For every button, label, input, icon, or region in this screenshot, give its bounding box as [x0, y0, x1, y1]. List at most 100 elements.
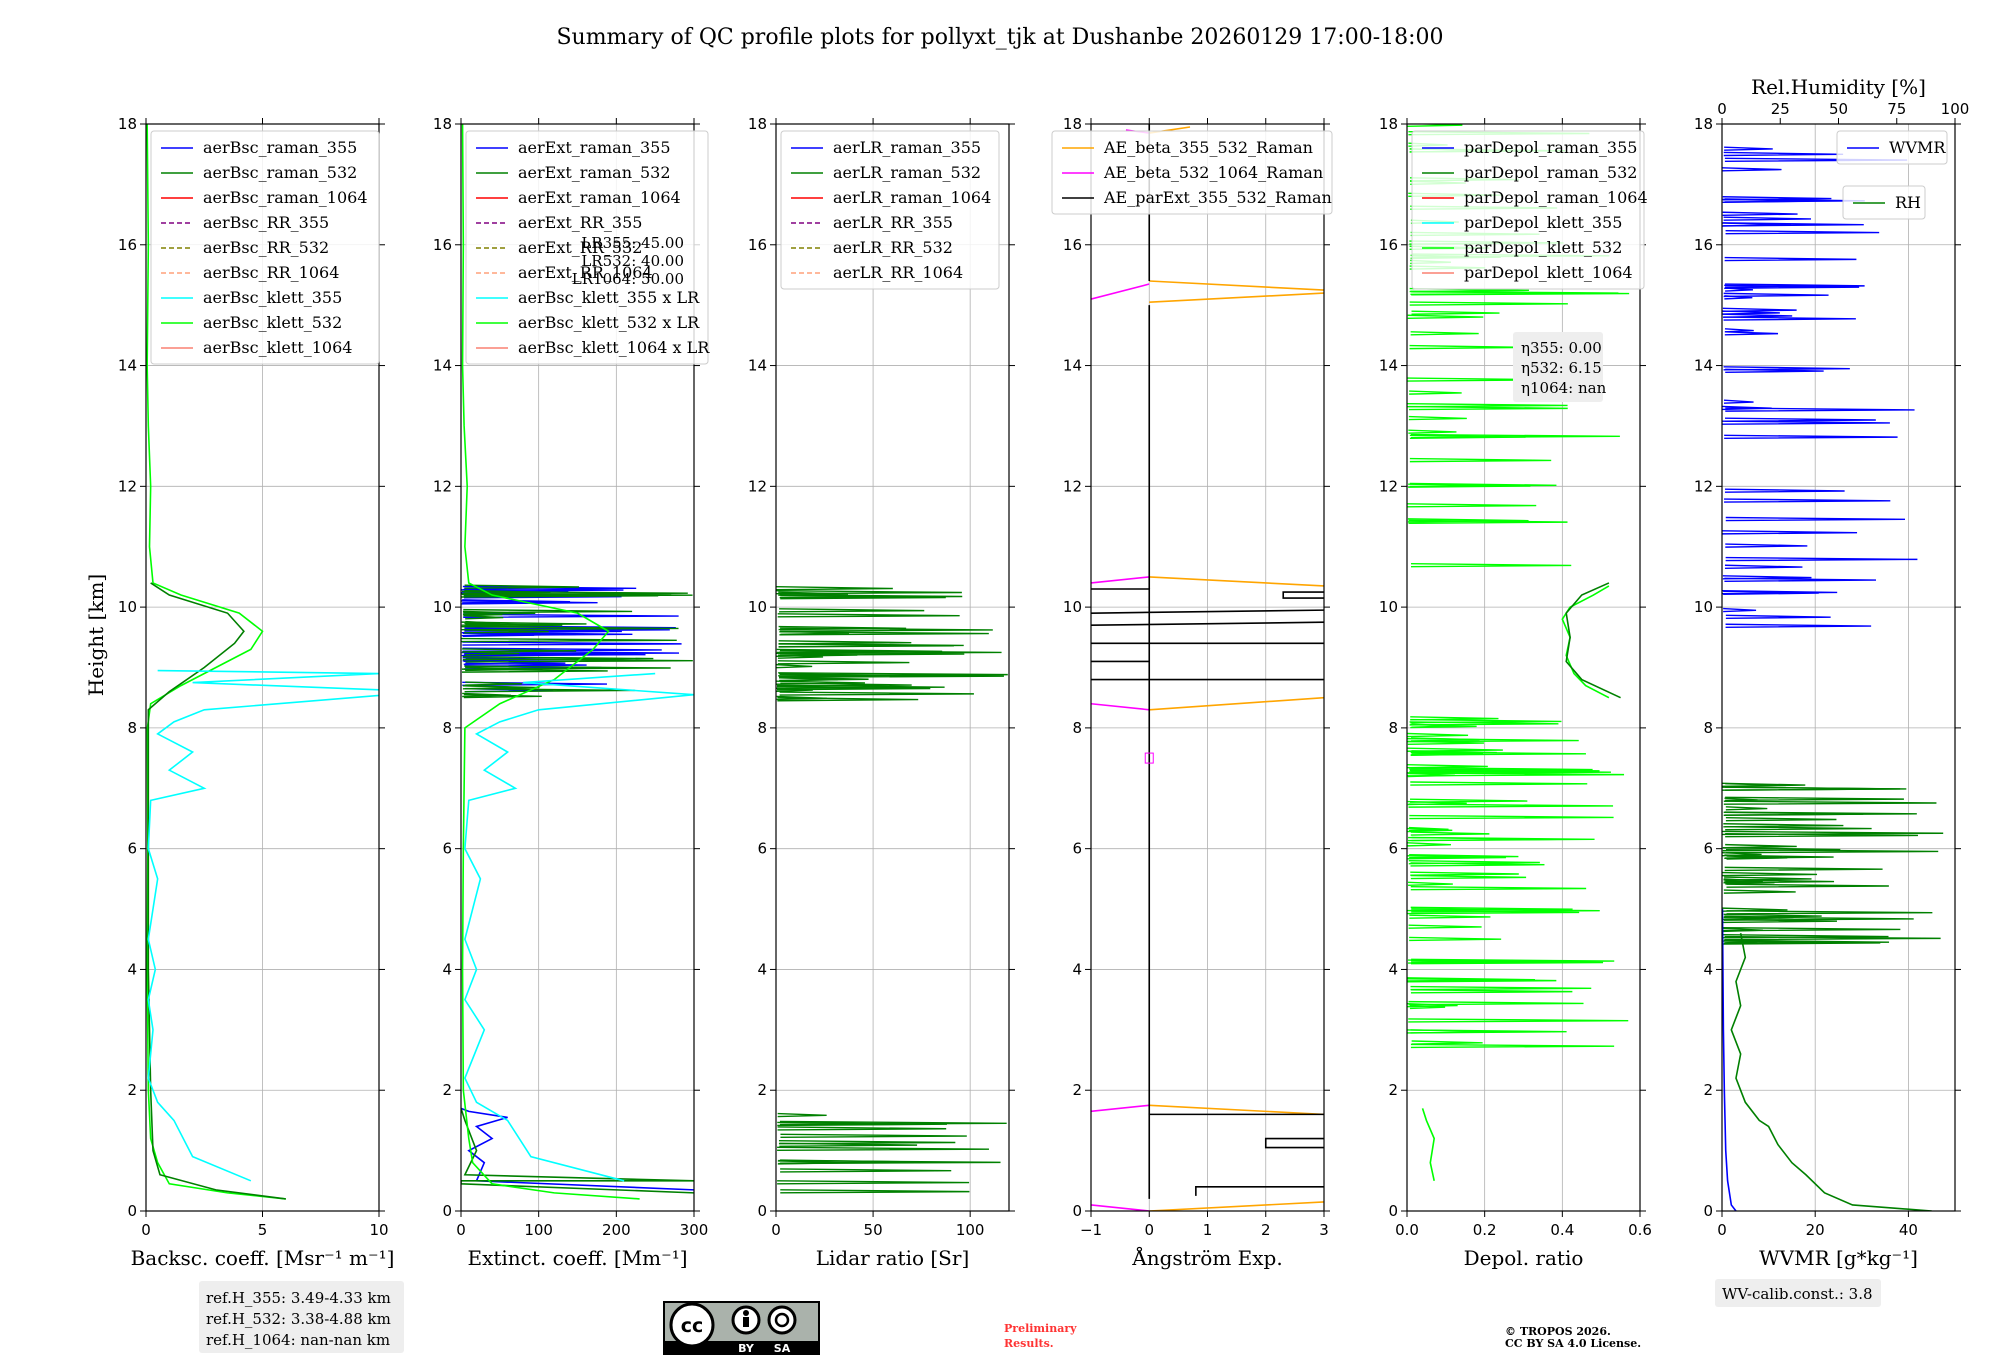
noise-segment	[1722, 420, 1890, 425]
y-tick-label: 2	[442, 1081, 452, 1099]
legend-label: aerExt_raman_1064	[518, 188, 681, 207]
legend-label: WVMR	[1889, 138, 1946, 157]
x-tick-label: −1	[1080, 1221, 1102, 1239]
legend-label: parDepol_klett_532	[1464, 238, 1622, 257]
y-tick-label: 12	[118, 477, 137, 495]
noise-segment	[1725, 782, 1787, 788]
legend-label: aerExt_raman_355	[518, 138, 671, 157]
noise-segment	[1725, 556, 1918, 562]
legend-label: parDepol_raman_1064	[1464, 188, 1648, 207]
x-tick-label: 5	[258, 1221, 268, 1239]
noise-segment	[461, 668, 608, 673]
noise-segment	[1725, 816, 1837, 822]
legend-label: aerBsc_klett_355 x LR	[518, 288, 700, 307]
noise-segment	[1411, 562, 1572, 568]
legend-label: aerLR_RR_355	[833, 213, 953, 232]
series-AE_beta_532_1064_Raman	[1091, 702, 1150, 711]
noise-segment	[1724, 284, 1860, 290]
legend-label: aerBsc_RR_355	[203, 213, 329, 232]
noise-segment	[1724, 577, 1877, 582]
y-tick-label: 12	[1063, 477, 1082, 495]
top-axis-label: Rel.Humidity [%]	[1751, 75, 1926, 99]
noise-segment	[1725, 516, 1906, 522]
x-tick-label: 0	[771, 1221, 781, 1239]
legend-label: aerBsc_RR_1064	[203, 263, 339, 282]
noise-segment	[1724, 295, 1753, 300]
noise-segment	[779, 1142, 918, 1148]
plot-area-bsc	[146, 124, 379, 1200]
x-axis-label: Ångström Exp.	[1131, 1245, 1282, 1270]
noise-segment	[776, 685, 931, 691]
legend-label: RH	[1895, 193, 1921, 212]
y-tick-label: 2	[1703, 1081, 1713, 1099]
noise-segment	[1722, 211, 1798, 216]
panel-ext: 0 2 4 6 8 10 12 14 16 18 0 100 200 300 Extinct. coeff.…	[433, 115, 710, 1270]
noise-segment	[1725, 407, 1915, 412]
noise-segment	[1411, 291, 1630, 296]
noise-segment	[1724, 488, 1845, 493]
panel-bsc: 0 2 4 6 8 10 12 14 16 18 0 5 10 Backsc. coeff. [Msr⁻¹…	[118, 115, 404, 1353]
noise-segment	[1726, 910, 1933, 915]
noise-segment	[1411, 310, 1500, 315]
lr-note: LR532: 40.00	[581, 252, 684, 270]
noise-segment	[462, 648, 577, 653]
y-tick-label: 18	[748, 115, 767, 133]
x-tick-label: 2	[1261, 1221, 1271, 1239]
noise-segment	[777, 1126, 947, 1131]
series-parDepol_raman_532	[1565, 582, 1621, 699]
noise-segment	[1408, 826, 1449, 832]
y-tick-label: 14	[1063, 357, 1082, 375]
x-axis-label: Depol. ratio	[1464, 1246, 1584, 1270]
noise-segment	[1410, 737, 1480, 742]
noise-segment	[777, 1121, 947, 1127]
series-aerBsc_raman_532	[147, 582, 286, 1200]
series-AE_beta_355_532_Raman	[1149, 696, 1324, 711]
legend-box	[1051, 130, 1333, 215]
noise-segment	[1410, 781, 1588, 786]
noise-segment	[1410, 1043, 1615, 1049]
noise-segment	[463, 631, 633, 637]
noise-segment	[779, 608, 925, 613]
noise-segment	[1407, 402, 1568, 408]
series-AE_beta_355_532_Raman	[1149, 576, 1324, 587]
y-tick-label: 4	[757, 960, 767, 978]
noise-segment	[1410, 989, 1573, 994]
y-tick-label: 12	[1379, 477, 1398, 495]
noise-segment	[1723, 216, 1812, 221]
noise-segment	[1723, 292, 1829, 298]
y-tick-label: 14	[1379, 357, 1398, 375]
noise-segment	[1724, 146, 1773, 151]
y-tick-label: 16	[748, 236, 767, 254]
y-tick-label: 2	[127, 1081, 137, 1099]
top-tick-label: 50	[1829, 100, 1848, 118]
noise-segment	[464, 622, 563, 628]
noise-segment	[1722, 310, 1780, 315]
noise-segment	[464, 584, 580, 589]
noise-segment	[1410, 798, 1528, 803]
noise-segment	[1723, 399, 1754, 404]
noise-segment	[780, 594, 946, 600]
noise-segment	[1725, 614, 1831, 620]
x-tick-label: 0	[141, 1221, 151, 1239]
marker-square	[1144, 752, 1154, 764]
noise-segment	[780, 1168, 952, 1173]
noise-segment	[779, 649, 1002, 655]
noise-segment	[1722, 851, 1762, 857]
legend-label: aerBsc_RR_532	[203, 238, 329, 257]
figure-title: Summary of QC profile plots for pollyxt_…	[556, 25, 1443, 50]
cc-sa-label: SA	[774, 1342, 791, 1355]
y-tick-label: 4	[442, 960, 452, 978]
legend-label: parDepol_raman_355	[1464, 138, 1637, 157]
y-tick-label: 8	[127, 719, 137, 737]
noise-segment	[1410, 862, 1545, 867]
noise-segment	[779, 631, 989, 636]
panel-dep: 0 2 4 6 8 10 12 14 16 18 0.0 0.2 0.4 0.6 Depol. ratio p…	[1379, 115, 1652, 1270]
x-tick-label: 0.0	[1395, 1221, 1419, 1239]
noise-segment	[1407, 124, 1463, 128]
noise-segment	[1722, 907, 1788, 912]
legend-label: aerExt_RR_1064	[518, 263, 653, 282]
noise-segment	[778, 640, 912, 645]
y-tick-label: 16	[433, 236, 452, 254]
y-tick-label: 0	[757, 1202, 767, 1220]
